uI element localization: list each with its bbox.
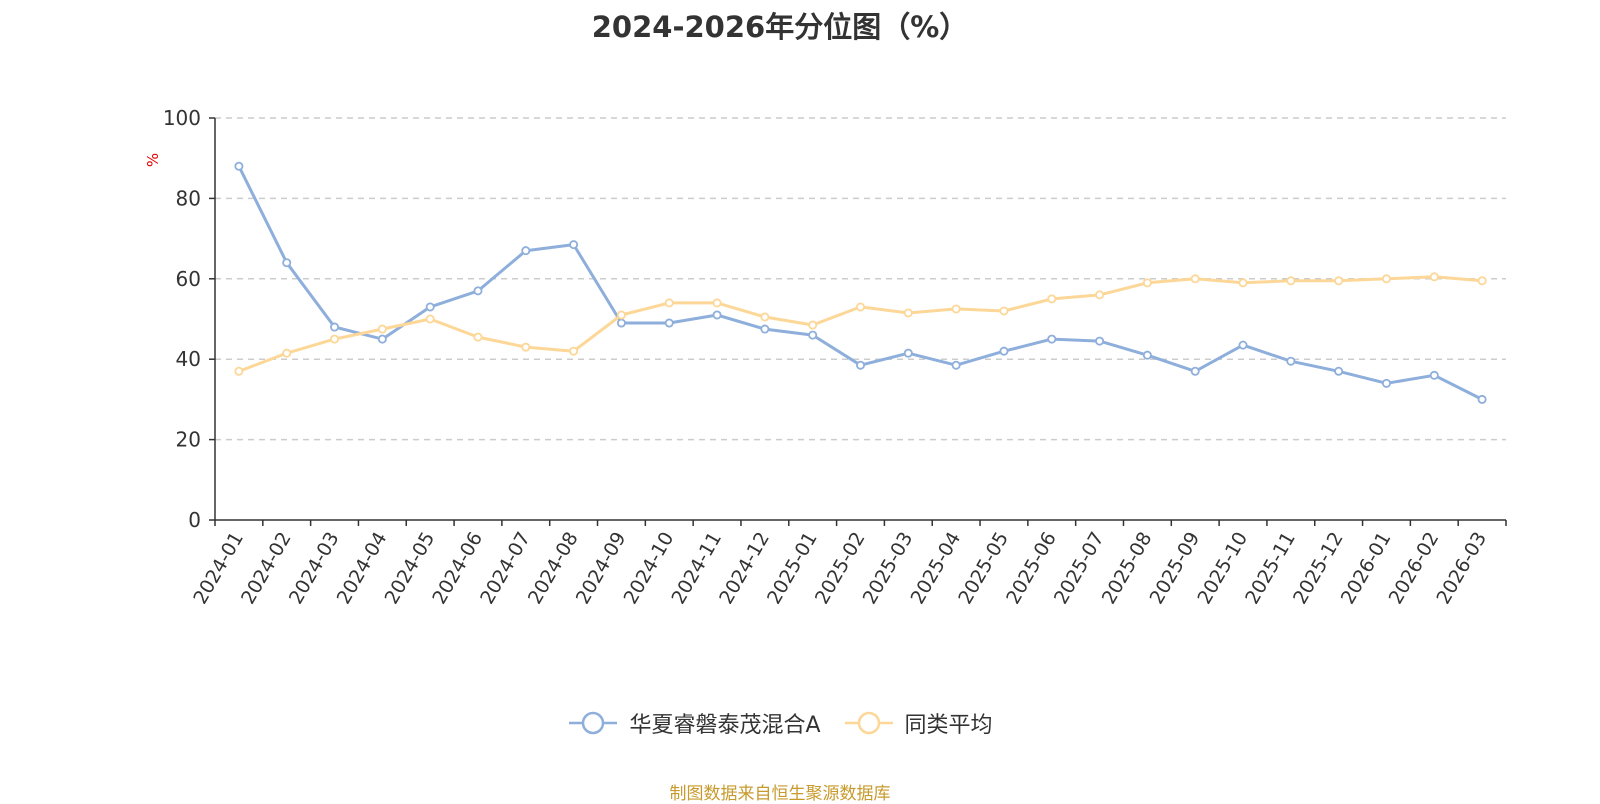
series-1-point[interactable] <box>377 324 387 334</box>
series-0-point[interactable] <box>521 246 531 256</box>
series-0-point[interactable] <box>856 360 866 370</box>
legend-item-1[interactable]: 同类平均 <box>843 707 993 739</box>
series-0-point[interactable] <box>1334 366 1344 376</box>
series-1-point[interactable] <box>760 312 770 322</box>
series-0-point[interactable] <box>1477 394 1487 404</box>
series-0-point[interactable] <box>377 334 387 344</box>
series-1-point[interactable] <box>1238 278 1248 288</box>
legend-marker-icon <box>844 711 893 735</box>
series-1-point[interactable] <box>282 348 292 358</box>
series-0-point[interactable] <box>903 348 913 358</box>
series-0-point[interactable] <box>999 346 1009 356</box>
y-tick-label: 40 <box>176 347 201 371</box>
legend-label: 华夏睿磐泰茂混合A <box>629 713 821 738</box>
series-0-point[interactable] <box>712 310 722 320</box>
series-1-point[interactable] <box>903 308 913 318</box>
y-axis-unit: % <box>144 153 162 167</box>
series-0-point[interactable] <box>425 302 435 312</box>
series-1-point[interactable] <box>1142 278 1152 288</box>
series-1-point[interactable] <box>712 298 722 308</box>
grid-lines <box>215 117 1506 441</box>
series-0-point[interactable] <box>664 318 674 328</box>
series-0-point[interactable] <box>1190 366 1200 376</box>
series-0-point[interactable] <box>282 258 292 268</box>
series-0-point[interactable] <box>1286 356 1296 366</box>
y-tick-label: 80 <box>176 186 201 210</box>
series-1-point[interactable] <box>1095 290 1105 300</box>
series-0-point[interactable] <box>1142 350 1152 360</box>
series-0-point[interactable] <box>808 330 818 340</box>
series-1-point[interactable] <box>664 298 674 308</box>
series-0-point[interactable] <box>330 322 340 332</box>
series-0-point[interactable] <box>473 286 483 296</box>
chart-title: 2024-2026年分位图（%） <box>591 10 969 44</box>
legend-label: 同类平均 <box>904 713 993 738</box>
series-1-point[interactable] <box>1190 274 1200 284</box>
series-1-point[interactable] <box>1286 276 1296 286</box>
series-1-point[interactable] <box>951 304 961 314</box>
series-0-point[interactable] <box>1381 378 1391 388</box>
series-1-point[interactable] <box>473 332 483 342</box>
y-tick-label: 100 <box>163 106 201 130</box>
series-1-point[interactable] <box>425 314 435 324</box>
y-tick-label: 20 <box>176 428 201 452</box>
series-0-point[interactable] <box>951 360 961 370</box>
y-tick-label: 60 <box>176 267 201 291</box>
series <box>234 161 1487 404</box>
series-0-point[interactable] <box>1429 370 1439 380</box>
series-1-point[interactable] <box>330 334 340 344</box>
series-0-point[interactable] <box>1095 336 1105 346</box>
series-line-1 <box>238 275 1483 373</box>
series-1-point[interactable] <box>856 302 866 312</box>
series-1-point[interactable] <box>234 366 244 376</box>
legend-item-0[interactable]: 华夏睿磐泰茂混合A <box>567 707 821 739</box>
series-0-point[interactable] <box>234 161 244 171</box>
series-1-point[interactable] <box>569 346 579 356</box>
series-0-point[interactable] <box>569 240 579 250</box>
axes: 0204060801002024-012024-022024-032024-04… <box>163 106 1507 608</box>
series-1-point[interactable] <box>521 342 531 352</box>
series-0-point[interactable] <box>616 318 626 328</box>
series-1-point[interactable] <box>1381 274 1391 284</box>
series-1-point[interactable] <box>616 310 626 320</box>
series-1-point[interactable] <box>999 306 1009 316</box>
series-0-point[interactable] <box>1047 334 1057 344</box>
series-1-point[interactable] <box>808 320 818 330</box>
legend-marker-icon <box>569 711 618 735</box>
series-1-point[interactable] <box>1429 272 1439 282</box>
series-0-point[interactable] <box>1238 340 1248 350</box>
series-1-point[interactable] <box>1477 276 1487 286</box>
legend[interactable]: 华夏睿磐泰茂混合A 同类平均 <box>0 707 1560 739</box>
series-0-point[interactable] <box>760 324 770 334</box>
series-1-point[interactable] <box>1047 294 1057 304</box>
y-tick-label: 0 <box>188 508 201 532</box>
series-1-point[interactable] <box>1334 276 1344 286</box>
source-note: 制图数据来自恒生聚源数据库 <box>669 784 891 804</box>
